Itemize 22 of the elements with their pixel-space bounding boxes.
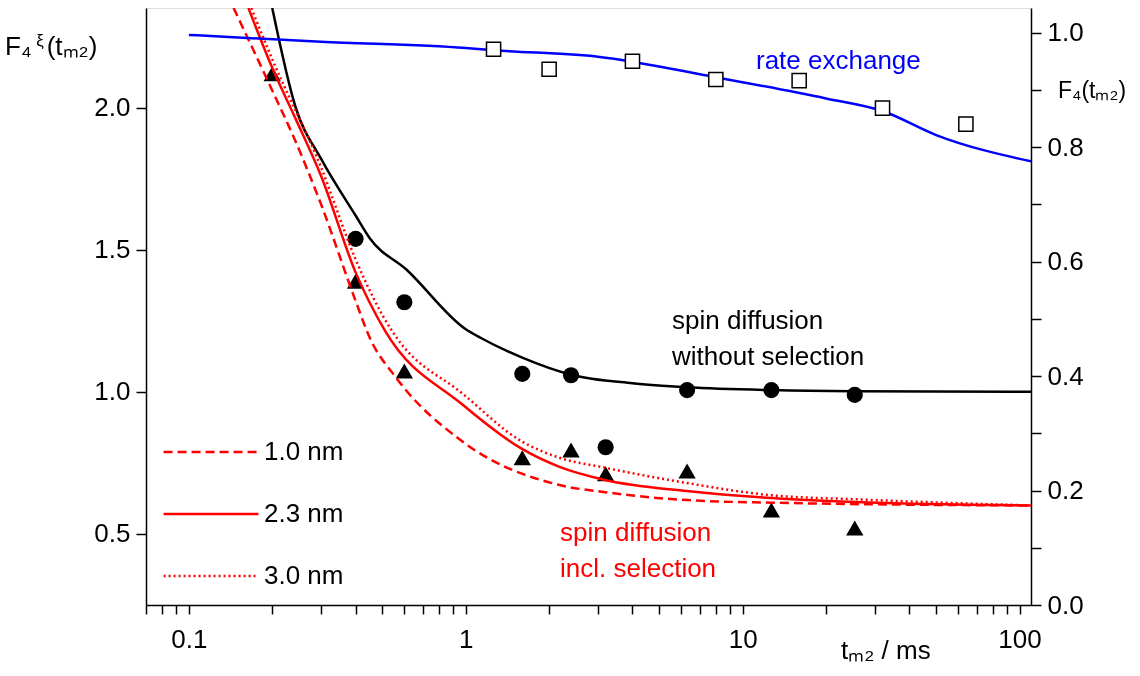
x-tick-label: 10: [728, 623, 758, 654]
annotation: spin diffusion without selection: [671, 305, 865, 371]
y-tick-label: 1.0: [94, 376, 131, 407]
y2-axis-title: F₄(tₘ₂): [1058, 77, 1127, 103]
y2-tick-label: 0.2: [1047, 475, 1084, 506]
annotation: spin diffusion incl. selection: [560, 517, 717, 583]
x-tick-label: 1: [459, 623, 474, 654]
legend-label: 1.0 nm: [264, 436, 344, 466]
y-tick-label: 1.5: [94, 234, 131, 265]
x-tick-label: 0.1: [171, 623, 208, 654]
legend-label: 3.0 nm: [264, 560, 344, 590]
x-tick-label: 100: [998, 623, 1042, 654]
y2-tick-label: 0.0: [1047, 589, 1084, 620]
y-tick-label: 2.0: [94, 92, 131, 122]
y-tick-label: 0.5: [94, 518, 131, 549]
x-axis-title: tₘ₂ / ms: [841, 635, 931, 665]
y2-tick-label: 1.0: [1047, 17, 1084, 48]
annotation: rate exchange: [756, 45, 921, 75]
y2-tick-label: 0.6: [1047, 246, 1084, 277]
y2-tick-label: 0.4: [1047, 360, 1084, 391]
legend-label: 2.3 nm: [264, 498, 344, 528]
y2-tick-label: 0.8: [1047, 131, 1084, 162]
